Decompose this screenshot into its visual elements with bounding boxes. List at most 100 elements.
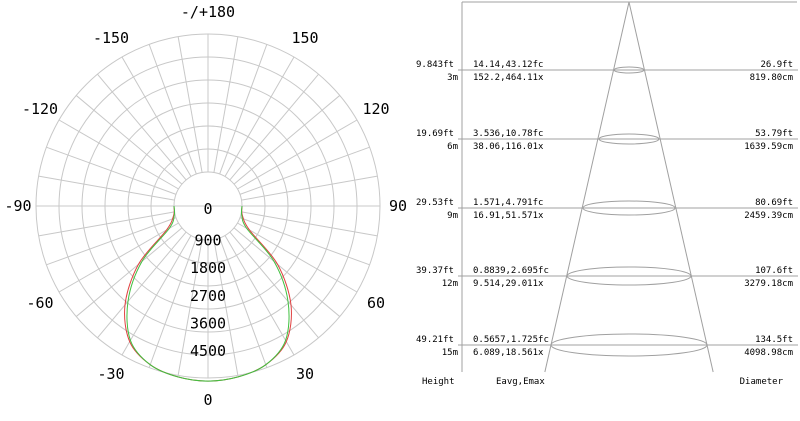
polar-spoke xyxy=(177,239,203,376)
polar-spoke xyxy=(239,146,370,195)
polar-spoke xyxy=(219,44,268,175)
angle-label: -90 xyxy=(4,197,31,215)
polar-spoke xyxy=(229,73,319,181)
polar-spoke xyxy=(213,36,239,173)
polar-spoke xyxy=(97,231,187,339)
angle-label: -60 xyxy=(26,294,53,312)
cone-frame xyxy=(461,1,797,373)
beam-ellipse xyxy=(550,333,708,357)
illuminance-fc-value: 3.536,10.78fc xyxy=(473,129,543,139)
beam-ellipse xyxy=(582,200,676,216)
angle-label: 90 xyxy=(389,197,407,215)
polar-spoke xyxy=(148,237,197,368)
polar-spoke xyxy=(241,211,378,237)
polar-spoke xyxy=(219,237,268,368)
radial-value-label: 900 xyxy=(194,232,221,250)
illuminance-fc-value: 1.571,4.791fc xyxy=(473,198,543,208)
polar-spoke xyxy=(58,119,179,190)
angle-label: 120 xyxy=(362,100,389,118)
polar-spoke xyxy=(148,44,197,175)
illuminance-lx-value: 152.2,464.11x xyxy=(473,73,544,83)
angle-label: 150 xyxy=(291,29,318,47)
polar-luminous-intensity-diagram: -/+180 -150 150 -120 120 -90 90 -60 60 -30 30 0 0 90… xyxy=(4,3,407,409)
angle-label: -/+180 xyxy=(181,3,235,21)
polar-spoke xyxy=(121,56,192,177)
illuminance-fc-value: 14.14,43.12fc xyxy=(473,60,543,70)
illuminance-lx-value: 6.089,18.561x xyxy=(473,348,544,358)
cone-rows: 9.843ft 3m 14.14,43.12fc 152.2,464.11x 26.9f… xyxy=(416,60,798,358)
polar-spoke xyxy=(46,146,177,195)
polar-spoke xyxy=(237,119,358,190)
polar-spoke xyxy=(229,231,319,339)
diameter-cm-value: 819.80cm xyxy=(750,73,793,83)
polar-spoke xyxy=(58,222,179,293)
diameter-ft-value: 134.5ft xyxy=(755,335,793,345)
cone-row: 49.21ft 15m 0.5657,1.725fc 6.089,18.561x 134… xyxy=(416,333,798,358)
radial-value-label: 1800 xyxy=(190,259,226,277)
polar-spoke xyxy=(213,239,239,376)
height-m-value: 3m xyxy=(447,73,458,83)
diameter-ft-value: 107.6ft xyxy=(755,266,793,276)
polar-spoke xyxy=(177,36,203,173)
diameter-ft-value: 80.69ft xyxy=(755,198,793,208)
angle-label: -30 xyxy=(97,365,124,383)
cone-row: 39.37ft 12m 0.8839,2.695fc 9.514,29.011x 107… xyxy=(416,266,798,289)
radial-value-label: 3600 xyxy=(190,314,226,332)
polar-spoke xyxy=(38,175,175,201)
angle-label: -150 xyxy=(93,29,129,47)
polar-spoke xyxy=(224,235,295,356)
cone-footer: Height Eavg,Emax Diameter xyxy=(422,377,784,387)
polar-spoke xyxy=(239,217,370,266)
illuminance-cone-diagram: 9.843ft 3m 14.14,43.12fc 152.2,464.11x 26.9f… xyxy=(416,1,798,387)
cone-row: 19.69ft 6m 3.536,10.78fc 38.06,116.01x 53.79… xyxy=(416,129,798,152)
series-curve-c90-c270 xyxy=(126,205,290,382)
polar-spoke xyxy=(241,175,378,201)
illuminance-lx-value: 38.06,116.01x xyxy=(473,142,544,152)
polar-spoke xyxy=(38,211,175,237)
polar-grid xyxy=(35,33,381,379)
footer-diameter-label: Diameter xyxy=(740,377,784,387)
polar-spoke xyxy=(97,73,187,181)
radial-value-label: 4500 xyxy=(190,342,226,360)
height-m-value: 15m xyxy=(442,348,458,358)
angle-label: 60 xyxy=(367,294,385,312)
illuminance-lx-value: 16.91,51.571x xyxy=(473,211,544,221)
height-m-value: 6m xyxy=(447,142,458,152)
footer-eavg-label: Eavg,Emax xyxy=(496,377,545,387)
diameter-cm-value: 4098.98cm xyxy=(744,348,793,358)
illuminance-fc-value: 0.5657,1.725fc xyxy=(473,335,549,345)
beam-ellipse xyxy=(613,66,645,74)
height-ft-value: 19.69ft xyxy=(416,129,454,139)
polar-spoke xyxy=(75,227,183,317)
beam-ellipse xyxy=(598,133,660,145)
height-ft-value: 9.843ft xyxy=(416,60,454,70)
illuminance-lx-value: 9.514,29.011x xyxy=(473,279,544,289)
polar-curves xyxy=(124,205,292,382)
polar-angle-labels: -/+180 -150 150 -120 120 -90 90 -60 60 -30 30 0 xyxy=(4,3,407,409)
angle-label: 30 xyxy=(296,365,314,383)
diameter-cm-value: 1639.59cm xyxy=(744,142,793,152)
polar-spoke xyxy=(121,235,192,356)
height-m-value: 9m xyxy=(447,211,458,221)
diameter-ft-value: 53.79ft xyxy=(755,129,793,139)
polar-spoke xyxy=(75,95,183,185)
diameter-cm-value: 2459.39cm xyxy=(744,211,793,221)
height-ft-value: 29.53ft xyxy=(416,198,454,208)
height-m-value: 12m xyxy=(442,279,458,289)
angle-label: 0 xyxy=(203,391,212,409)
polar-spoke xyxy=(224,56,295,177)
polar-spoke xyxy=(233,95,341,185)
radial-value-label: 2700 xyxy=(190,287,226,305)
polar-spoke xyxy=(233,227,341,317)
polar-radial-labels: 0 900 1800 2700 3600 4500 xyxy=(190,200,226,360)
height-ft-value: 39.37ft xyxy=(416,266,454,276)
polar-spoke xyxy=(237,222,358,293)
radial-value-label: 0 xyxy=(203,200,212,218)
diameter-cm-value: 3279.18cm xyxy=(744,279,793,289)
diameter-ft-value: 26.9ft xyxy=(760,60,793,70)
polar-spoke xyxy=(46,217,177,266)
cone-left-edge xyxy=(544,1,630,373)
cone-right-edge xyxy=(628,1,714,373)
angle-label: -120 xyxy=(22,100,58,118)
cone-row: 9.843ft 3m 14.14,43.12fc 152.2,464.11x 26.9f… xyxy=(416,60,798,83)
